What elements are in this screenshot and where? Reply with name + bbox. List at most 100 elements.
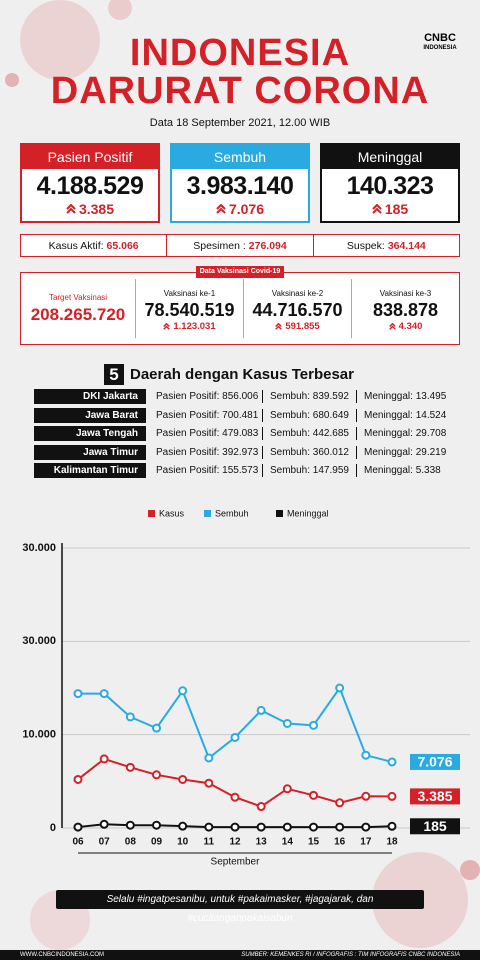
region-positif: Pasien Positif: 856.006 <box>156 391 259 402</box>
point <box>152 723 161 733</box>
change-value: 185 <box>384 201 409 217</box>
up-icon <box>216 204 226 214</box>
up-icon <box>163 323 171 330</box>
point <box>73 822 83 832</box>
stat-cell: Kasus Aktif: 65.066 <box>21 235 166 256</box>
point <box>361 791 371 801</box>
point <box>387 791 397 801</box>
stat-label: Kasus Aktif: <box>48 239 104 252</box>
logo-sub: INDONESIA <box>423 45 457 51</box>
point <box>282 822 292 832</box>
region-meninggal: Meninggal: 29.708 <box>364 428 447 439</box>
up-icon <box>388 323 396 330</box>
value-label: 185 <box>423 818 447 834</box>
divider <box>262 408 263 422</box>
stat-label: Spesimen : <box>193 239 246 252</box>
point <box>99 819 109 829</box>
up-icon <box>66 204 76 214</box>
change-value: 7.076 <box>228 201 265 217</box>
summary-card: Meninggal 140.323 185 <box>320 143 460 223</box>
card-value: 4.188.529 <box>36 172 144 200</box>
point <box>361 750 371 760</box>
legend-marker <box>276 510 283 517</box>
secondary-stats: Kasus Aktif: 65.066 Spesimen :276.094 Suspe… <box>20 234 460 257</box>
card-value: 3.983.140 <box>186 172 294 200</box>
y-tick-label: 0 <box>50 822 56 834</box>
x-tick-label: 11 <box>204 837 215 848</box>
point <box>178 821 188 831</box>
divider <box>262 427 263 440</box>
stat-value: 65.066 <box>106 239 139 252</box>
value-label: 7.076 <box>417 754 452 770</box>
card-value: 140.323 <box>346 172 434 200</box>
point <box>361 822 371 832</box>
point <box>282 718 292 728</box>
x-tick-label: 17 <box>360 837 372 848</box>
summary-card: Sembuh 3.983.140 7.076 <box>170 143 310 223</box>
x-tick-label: 14 <box>282 837 294 848</box>
point <box>387 757 397 767</box>
dose-label: Vaksinasi ke-3 <box>379 289 432 298</box>
x-tick-label: 13 <box>256 837 268 848</box>
up-icon <box>372 204 382 214</box>
point <box>204 753 214 763</box>
slogan: Selalu #ingatpesanibu, untuk #pakaimaske… <box>56 890 424 924</box>
point <box>204 778 214 788</box>
footer-bar <box>0 950 480 960</box>
card-label: Pasien Positif <box>22 145 158 169</box>
point <box>309 720 318 730</box>
card-change: 185 <box>322 201 458 217</box>
change-value: 4.340 <box>398 321 423 332</box>
vaccination-title: Data Vaksinasi Covid-19 <box>196 266 284 278</box>
value-label: 3.385 <box>417 788 452 804</box>
point <box>256 802 266 812</box>
card-label: Sembuh <box>172 145 308 169</box>
target-cell: Target Vaksinasi 208.265.720 <box>21 273 135 344</box>
region-positif: Pasien Positif: 155.573 <box>156 465 259 476</box>
legend-label: Kasus <box>159 508 185 518</box>
x-axis-label: September <box>211 857 261 868</box>
point <box>335 683 345 693</box>
region-name: DKI Jakarta <box>34 389 146 404</box>
point <box>335 798 345 808</box>
source: SUMBER: KEMENKES RI / INFOGRAFIS : TIM I… <box>241 952 460 958</box>
region-name: Jawa Tengah <box>34 426 146 441</box>
point <box>256 705 266 715</box>
dose-cell: Vaksinasi ke-2 44.716.570 591.855 <box>243 279 351 338</box>
divider <box>356 464 357 477</box>
value-label-box <box>410 818 460 835</box>
x-tick-label: 08 <box>125 837 137 848</box>
dose-value: 838.878 <box>372 300 439 320</box>
dose-change: 591.855 <box>275 321 320 332</box>
legend-marker <box>204 510 211 517</box>
legend-label: Meninggal <box>287 508 329 518</box>
region-sembuh: Sembuh: 360.012 <box>270 446 349 458</box>
x-tick-label: 06 <box>72 837 84 848</box>
region-sembuh: Sembuh: 680.649 <box>270 409 349 421</box>
card-change: 7.076 <box>172 201 308 217</box>
regions-title: Daerah dengan Kasus Terbesar <box>130 366 354 383</box>
dose-label: Vaksinasi ke-1 <box>163 289 216 298</box>
dose-cell: Vaksinasi ke-3 838.878 4.340 <box>351 279 459 338</box>
point <box>256 822 266 832</box>
dose-cell: Vaksinasi ke-1 78.540.519 1.123.031 <box>135 279 243 338</box>
x-tick-label: 15 <box>308 837 320 848</box>
date: Data 18 September 2021, 12.00 WIB <box>149 117 331 129</box>
stat-label: Suspek: <box>346 239 385 252</box>
divider <box>262 445 263 459</box>
point <box>125 712 135 722</box>
title-line-2: DARURAT CORONA <box>50 70 430 112</box>
target-label: Target Vaksinasi <box>48 292 108 302</box>
point <box>230 792 240 802</box>
point <box>99 754 109 764</box>
divider <box>356 408 357 422</box>
vaccination-box: Target Vaksinasi 208.265.720 Vaksinasi ke-… <box>20 272 460 345</box>
regions-number: 5 <box>104 364 124 385</box>
stat-cell: Spesimen :276.094 <box>166 235 312 256</box>
x-tick-label: 18 <box>386 837 398 848</box>
point <box>335 822 345 832</box>
point <box>230 822 240 832</box>
dose-value: 44.716.570 <box>252 300 343 320</box>
website: WWW.CNBCINDONESIA.COM <box>20 952 104 958</box>
